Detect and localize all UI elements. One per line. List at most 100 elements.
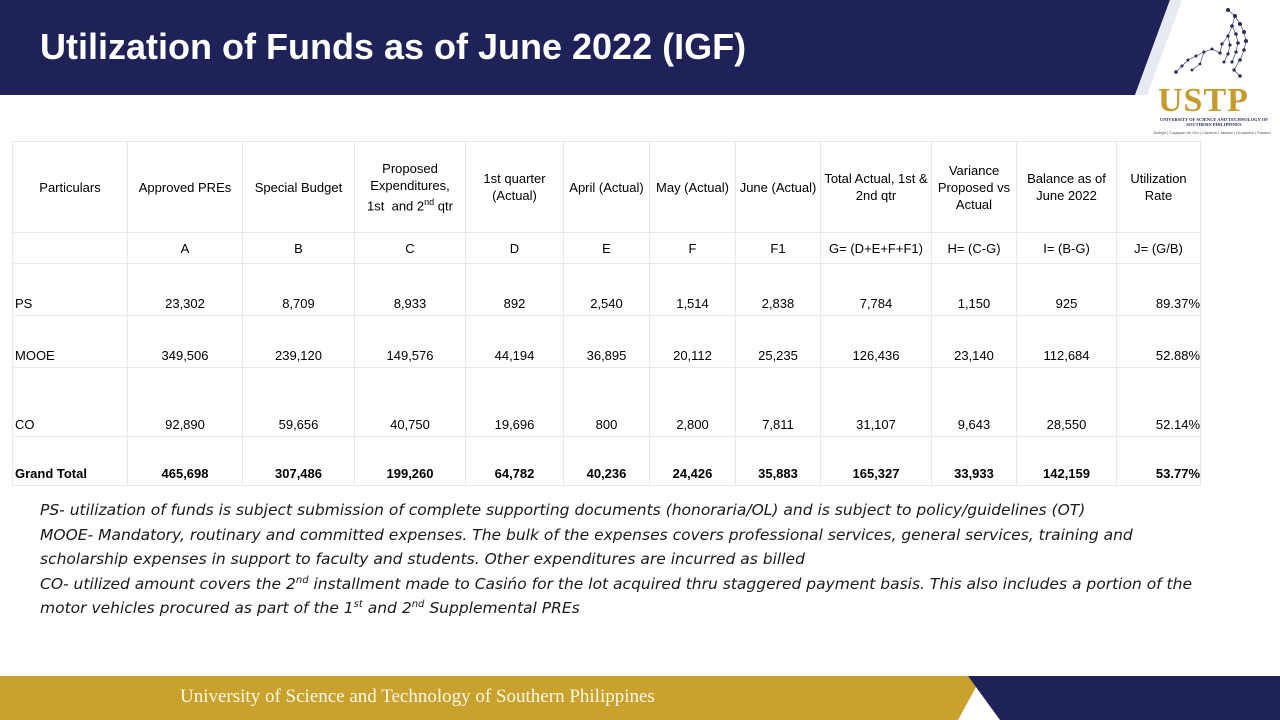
table-cell: 64,782 bbox=[465, 436, 564, 486]
table-cell: 24,426 bbox=[649, 436, 736, 486]
col-header-approved-pres: Approved PREs bbox=[127, 141, 243, 233]
table-cell: 925 bbox=[1016, 263, 1117, 316]
table-cell: 20,112 bbox=[649, 315, 736, 368]
table-cell: 9,643 bbox=[931, 367, 1017, 437]
table-cell: 53.77% bbox=[1116, 436, 1201, 486]
table-cell: 800 bbox=[563, 367, 650, 437]
table-cell: 892 bbox=[465, 263, 564, 316]
formula-row: A B C D E F F1 G= (D+E+F+F1) H= (C-G) I=… bbox=[12, 232, 1201, 264]
col-header-april: April (Actual) bbox=[563, 141, 650, 233]
table-cell: 126,436 bbox=[820, 315, 932, 368]
table-cell: 8,933 bbox=[354, 263, 466, 316]
note-co: CO- utilized amount covers the 2nd insta… bbox=[40, 572, 1220, 621]
note-ps: PS- utilization of funds is subject subm… bbox=[40, 501, 1086, 519]
table-cell: 31,107 bbox=[820, 367, 932, 437]
col-header-1st-quarter: 1st quarter (Actual) bbox=[465, 141, 564, 233]
title-bar-shape bbox=[0, 0, 1182, 95]
formula-cell: B bbox=[242, 232, 355, 264]
table-row-ps: PS 23,302 8,709 8,933 892 2,540 1,514 2,… bbox=[12, 263, 1201, 316]
table-cell: 52.88% bbox=[1116, 315, 1201, 368]
note-mooe: MOOE- Mandatory, routinary and committed… bbox=[40, 525, 1133, 569]
table-cell: 23,140 bbox=[931, 315, 1017, 368]
col-header-proposed-expenditures: Proposed Expenditures, 1st and 2nd qtr bbox=[354, 141, 466, 233]
col-header-particulars: Particulars bbox=[12, 141, 128, 233]
row-label: CO bbox=[12, 367, 128, 437]
formula-cell: H= (C-G) bbox=[931, 232, 1017, 264]
table-cell: 92,890 bbox=[127, 367, 243, 437]
table-cell: 2,800 bbox=[649, 367, 736, 437]
table-cell: 2,838 bbox=[735, 263, 821, 316]
table-cell: 1,514 bbox=[649, 263, 736, 316]
table-cell: 2,540 bbox=[563, 263, 650, 316]
page-title: Utilization of Funds as of June 2022 (IG… bbox=[40, 26, 747, 67]
table-cell: 465,698 bbox=[127, 436, 243, 486]
col-header-may: May (Actual) bbox=[649, 141, 736, 233]
note-co-sup: nd bbox=[295, 574, 309, 586]
formula-cell: C bbox=[354, 232, 466, 264]
note-co-text: installment made to Casińo for the lot a… bbox=[40, 574, 1192, 618]
table-cell: 199,260 bbox=[354, 436, 466, 486]
col-header-variance: Variance Proposed vs Actual bbox=[931, 141, 1017, 233]
table-cell: 33,933 bbox=[931, 436, 1017, 486]
row-label: Grand Total bbox=[12, 436, 128, 486]
table-cell: 36,895 bbox=[563, 315, 650, 368]
col-header-total-actual: Total Actual, 1st & 2nd qtr bbox=[820, 141, 932, 233]
funds-table: Particulars Approved PREs Special Budget… bbox=[12, 141, 1201, 486]
table-cell: 8,709 bbox=[242, 263, 355, 316]
table-cell: 28,550 bbox=[1016, 367, 1117, 437]
table-cell: 19,696 bbox=[465, 367, 564, 437]
table-row-co: CO 92,890 59,656 40,750 19,696 800 2,800… bbox=[12, 367, 1201, 437]
col-header-special-budget: Special Budget bbox=[242, 141, 355, 233]
formula-cell: I= (B-G) bbox=[1016, 232, 1117, 264]
table-cell: 112,684 bbox=[1016, 315, 1117, 368]
formula-cell: G= (D+E+F+F1) bbox=[820, 232, 932, 264]
table-cell: 25,235 bbox=[735, 315, 821, 368]
table-cell: 89.37% bbox=[1116, 263, 1201, 316]
title-bar: Utilization of Funds as of June 2022 (IG… bbox=[0, 0, 1280, 95]
formula-cell: D bbox=[465, 232, 564, 264]
note-co-sup: nd bbox=[411, 598, 425, 610]
footer-shape bbox=[0, 676, 1280, 720]
row-label: PS bbox=[12, 263, 128, 316]
table-cell: 307,486 bbox=[242, 436, 355, 486]
table-cell: 44,194 bbox=[465, 315, 564, 368]
table-cell: 349,506 bbox=[127, 315, 243, 368]
footer-bar: University of Science and Technology of … bbox=[0, 676, 1280, 720]
table-cell: 52.14% bbox=[1116, 367, 1201, 437]
table-cell: 165,327 bbox=[820, 436, 932, 486]
logo-campuses: Alubijid | Cagayan de Oro | Claveria | J… bbox=[1153, 130, 1271, 135]
table-row-grand-total: Grand Total 465,698 307,486 199,260 64,7… bbox=[12, 436, 1201, 486]
notes-block: PS- utilization of funds is subject subm… bbox=[40, 498, 1220, 621]
logo-wordmark: USTP bbox=[1158, 82, 1249, 119]
note-co-text: Supplemental PREs bbox=[424, 599, 580, 617]
formula-cell: F1 bbox=[735, 232, 821, 264]
header-row: Particulars Approved PREs Special Budget… bbox=[12, 141, 1201, 233]
table-cell: 7,811 bbox=[735, 367, 821, 437]
table-cell: 239,120 bbox=[242, 315, 355, 368]
table-cell: 59,656 bbox=[242, 367, 355, 437]
formula-cell: E bbox=[563, 232, 650, 264]
table-cell: 142,159 bbox=[1016, 436, 1117, 486]
formula-cell: J= (G/B) bbox=[1116, 232, 1201, 264]
table-cell: 23,302 bbox=[127, 263, 243, 316]
col-header-balance: Balance as of June 2022 bbox=[1016, 141, 1117, 233]
table-cell: 7,784 bbox=[820, 263, 932, 316]
table-cell: 149,576 bbox=[354, 315, 466, 368]
table-row-mooe: MOOE 349,506 239,120 149,576 44,194 36,8… bbox=[12, 315, 1201, 368]
constellation-icon bbox=[1174, 8, 1248, 78]
footer-university-name: University of Science and Technology of … bbox=[180, 686, 655, 707]
ustp-logo: USTP UNIVERSITY OF SCIENCE AND TECHNOLOG… bbox=[1140, 4, 1280, 140]
row-label: MOOE bbox=[12, 315, 128, 368]
table-cell: 40,236 bbox=[563, 436, 650, 486]
formula-cell: F bbox=[649, 232, 736, 264]
logo-subtitle: UNIVERSITY OF SCIENCE AND TECHNOLOGY OF … bbox=[1159, 117, 1269, 127]
col-header-utilization-rate: Utilization Rate bbox=[1116, 141, 1201, 233]
col-header-june: June (Actual) bbox=[735, 141, 821, 233]
table-cell: 35,883 bbox=[735, 436, 821, 486]
table-cell: 40,750 bbox=[354, 367, 466, 437]
note-co-sup: st bbox=[353, 598, 363, 610]
note-co-text: and 2 bbox=[362, 599, 412, 617]
formula-cell bbox=[12, 232, 128, 264]
formula-cell: A bbox=[127, 232, 243, 264]
table-cell: 1,150 bbox=[931, 263, 1017, 316]
